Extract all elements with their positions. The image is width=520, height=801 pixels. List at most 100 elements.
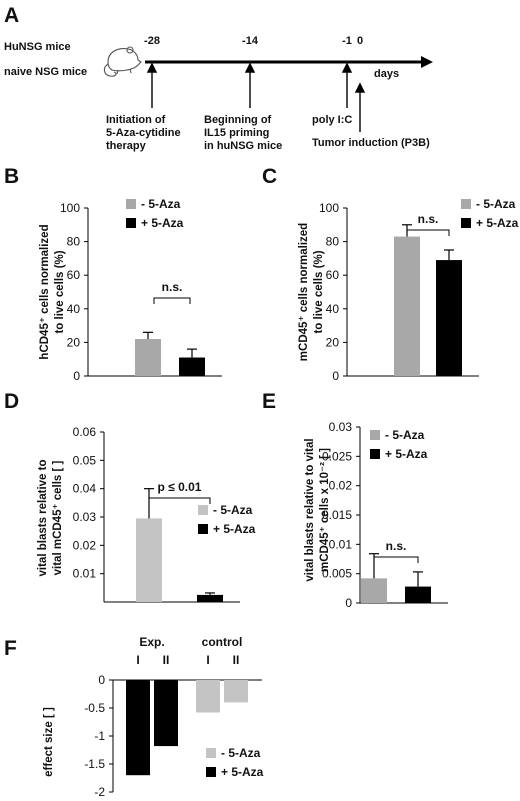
y-axis-label-e-line: mCD45⁺ cells x 10⁻² [ ]	[319, 448, 331, 572]
legend-swatch-b-1	[126, 218, 136, 228]
panel-b-chart: B 0 20 40 60 80 100 hCD45⁺ cells normalized to l…	[4, 165, 222, 383]
bar-e-plus-aza	[405, 586, 431, 603]
error-bar-d-1	[205, 592, 215, 595]
bar-f-0	[126, 680, 150, 776]
timeline-arrowhead	[421, 56, 433, 68]
legend-swatch-e-0	[370, 430, 380, 440]
bar-d-minus-aza	[136, 518, 162, 602]
panel-c-chart: C 0 20 40 60 80 100 mCD45⁺ cells normalized to l…	[262, 165, 519, 383]
y-tick-label: 0.06	[73, 425, 97, 439]
panel-letter-b: B	[4, 165, 19, 188]
category-label-f-2: I	[206, 653, 209, 667]
y-tick-label: 20	[326, 335, 340, 349]
y-tick-label: 0.03	[73, 510, 97, 524]
row-label-naive-nsg: naive NSG mice	[4, 66, 87, 78]
y-tick-label: 0.015	[322, 508, 352, 522]
y-axis-label-b-line: to live cells (%)	[54, 250, 66, 333]
y-tick-label: 40	[326, 302, 340, 316]
y-tick-label: 0	[73, 369, 80, 383]
legend-label-f-1: + 5-Aza	[221, 765, 264, 779]
y-tick-label: 0.05	[73, 453, 97, 467]
category-label-f-1: II	[163, 653, 170, 667]
legend-label-d-1: + 5-Aza	[213, 522, 256, 536]
legend-label-b-0: - 5-Aza	[141, 197, 181, 211]
bar-b-plus-aza	[179, 357, 205, 376]
y-tick-label: 80	[67, 235, 81, 249]
y-axis-label-c-line: to live cells (%)	[313, 250, 325, 333]
error-bar-b-1	[187, 348, 197, 358]
significance-d: p ≤ 0.01	[148, 480, 211, 504]
bar-c-plus-aza	[436, 260, 462, 376]
event-arrows	[146, 62, 366, 132]
y-tick-label: 0	[345, 596, 352, 610]
legend-swatch-e-1	[370, 449, 380, 459]
y-tick-label: 0.03	[329, 420, 353, 434]
timepoint-minus-28: -28	[144, 35, 160, 47]
event-1-line-3: therapy	[106, 140, 147, 152]
legend-swatch-d-1	[198, 524, 208, 534]
legend-swatch-c-0	[461, 199, 471, 209]
legend-swatch-b-0	[126, 199, 136, 209]
panel-d-chart: D 0.01 0.02 0.03 0.04 0.05 0.06 vital blasts re…	[4, 390, 256, 603]
significance-e: n.s.	[373, 539, 419, 563]
y-axis-label-c: mCD45⁺ cells normalized to live cells (%)	[298, 223, 325, 361]
legend-label-e-0: - 5-Aza	[385, 428, 425, 442]
bar-f-2	[196, 680, 220, 713]
panel-a-timeline: A HuNSG mice naive NSG mice -28 -14 -1 0…	[4, 4, 433, 152]
legend-swatch-f-1	[206, 767, 216, 777]
timepoint-minus-14: -14	[242, 35, 259, 47]
group-label-exp: Exp.	[139, 635, 164, 649]
legend-label-c-1: + 5-Aza	[476, 216, 519, 230]
y-tick-label: 0.02	[329, 479, 353, 493]
y-tick-label: 0	[332, 369, 339, 383]
timepoint-minus-1: -1	[342, 35, 352, 47]
legend-swatch-d-0	[198, 505, 208, 515]
mouse-icon	[103, 46, 142, 77]
legend-label-b-1: + 5-Aza	[141, 216, 184, 230]
bar-f-1	[154, 680, 178, 747]
y-tick-label: 0.01	[73, 567, 97, 581]
y-tick-label: 20	[67, 335, 81, 349]
y-tick-label: 0.04	[73, 482, 97, 496]
significance-b-label: n.s.	[162, 280, 183, 294]
y-axis-label-c-line: mCD45⁺ cells normalized	[298, 223, 310, 361]
y-tick-label: 0	[98, 673, 105, 687]
y-tick-label: 100	[60, 201, 80, 215]
bar-f-3	[224, 680, 248, 703]
panel-e-chart: E 0 0.005 0.01 0.015 0.02 0.025 0.03 vital blast…	[262, 390, 448, 610]
event-3-line-1: poly I:C	[312, 114, 352, 126]
event-1-line-1: Initiation of	[106, 114, 166, 126]
timeline-unit: days	[374, 68, 399, 80]
event-4-line-1: Tumor induction (P3B)	[312, 137, 430, 149]
panel-letter-c: C	[262, 165, 277, 188]
panel-letter-a: A	[4, 4, 19, 27]
y-axis-label-e-line: vital blasts relative to vital	[304, 438, 316, 581]
y-tick-label: -1	[94, 729, 105, 743]
legend-swatch-c-1	[461, 218, 471, 228]
significance-b: n.s.	[153, 280, 191, 304]
legend-label-e-1: + 5-Aza	[385, 447, 428, 461]
y-tick-label: -1.5	[84, 757, 105, 771]
y-tick-label: 0.01	[329, 537, 353, 551]
panel-letter-f: F	[4, 637, 17, 660]
y-tick-label: 60	[326, 268, 340, 282]
bar-e-minus-aza	[361, 578, 387, 603]
category-label-f-0: I	[136, 653, 139, 667]
error-bar-b-0	[143, 331, 153, 340]
legend-label-d-0: - 5-Aza	[213, 503, 253, 517]
timepoint-0: 0	[357, 35, 363, 47]
error-bar-e-1	[413, 571, 423, 587]
row-label-hunsg: HuNSG mice	[4, 41, 71, 53]
significance-c-label: n.s.	[418, 212, 439, 226]
event-1-line-2: 5-Aza-cytidine	[106, 127, 181, 139]
y-axis-label-d: vital blasts relative to vital mCD45⁺ cel…	[37, 460, 64, 577]
legend-swatch-f-0	[206, 748, 216, 758]
chart-panels: B 0 20 40 60 80 100 hCD45⁺ cells normalized to l…	[4, 165, 519, 799]
group-label-control: control	[202, 635, 243, 649]
error-bar-c-1	[444, 249, 454, 261]
panel-letter-d: D	[4, 390, 19, 413]
legend-label-c-0: - 5-Aza	[476, 197, 516, 211]
y-tick-label: -2	[94, 785, 105, 799]
y-axis-label-b: hCD45⁺ cells normalized to live cells (%)	[39, 224, 66, 359]
